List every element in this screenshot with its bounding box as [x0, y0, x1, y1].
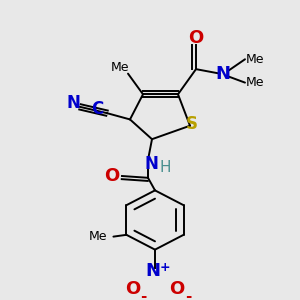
- Text: -: -: [140, 289, 146, 300]
- Text: S: S: [186, 115, 198, 133]
- Text: Me: Me: [89, 230, 108, 243]
- Text: -: -: [185, 289, 191, 300]
- Text: O: O: [125, 280, 141, 298]
- Text: C: C: [91, 100, 103, 118]
- Text: O: O: [169, 280, 184, 298]
- Text: +: +: [160, 261, 170, 274]
- Text: O: O: [188, 29, 204, 47]
- Text: O: O: [104, 167, 120, 185]
- Text: Me: Me: [246, 53, 264, 66]
- Text: N: N: [144, 155, 158, 173]
- Text: Me: Me: [246, 76, 264, 89]
- Text: N: N: [66, 94, 80, 112]
- Text: Me: Me: [111, 61, 129, 74]
- Text: H: H: [159, 160, 171, 175]
- Text: N: N: [215, 64, 230, 82]
- Text: N: N: [146, 262, 160, 280]
